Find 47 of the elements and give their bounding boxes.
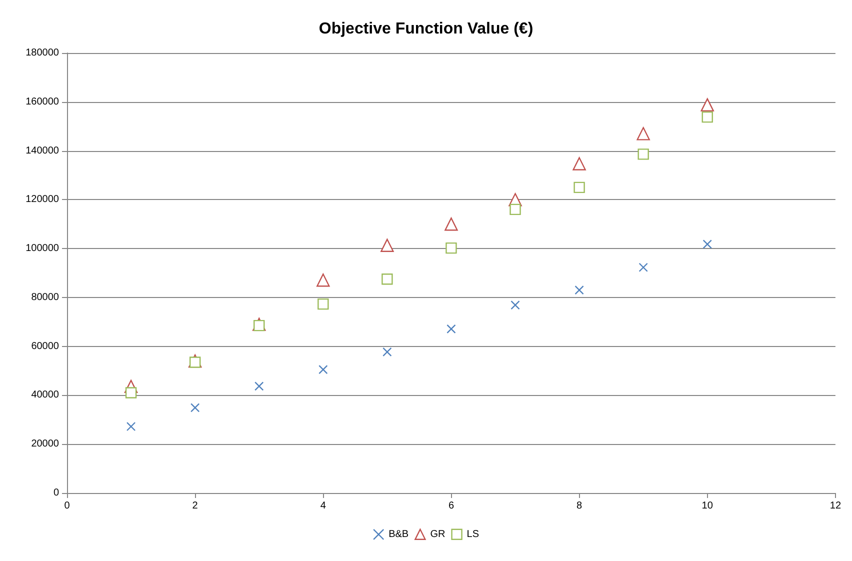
y-tick-label: 120000 — [26, 194, 60, 206]
y-tick-label: 160000 — [26, 96, 60, 108]
x-tick-label: 2 — [192, 500, 198, 512]
x-tick-label: 12 — [830, 500, 842, 512]
legend-label: GR — [430, 528, 446, 540]
x-tick-label: 8 — [576, 500, 583, 512]
point — [702, 240, 712, 249]
point — [382, 347, 392, 357]
point — [318, 364, 328, 374]
y-tick-label: 80000 — [31, 292, 60, 303]
point — [572, 157, 586, 170]
point — [254, 382, 264, 391]
y-tick-label: 0 — [53, 488, 60, 498]
x-tick-label: 0 — [64, 500, 70, 512]
y-tick-label: 60000 — [31, 340, 60, 352]
x-tick-label: 6 — [448, 500, 454, 512]
point — [574, 286, 584, 295]
point — [444, 218, 458, 231]
point — [254, 320, 265, 332]
x-tick-label: 4 — [320, 500, 326, 512]
y-tick-label: 180000 — [26, 48, 60, 58]
point — [446, 324, 456, 334]
point — [126, 422, 136, 432]
point — [382, 274, 393, 285]
legend-label: LS — [466, 528, 480, 540]
point — [636, 127, 650, 140]
point — [638, 262, 648, 272]
point — [574, 182, 585, 194]
point — [380, 238, 394, 252]
point — [638, 148, 649, 160]
point — [125, 387, 137, 398]
y-tick-label: 140000 — [26, 145, 60, 156]
point — [190, 403, 200, 412]
point — [510, 204, 521, 216]
y-tick-label: 20000 — [31, 438, 60, 450]
y-tick-label: 40000 — [31, 390, 60, 401]
point — [189, 356, 201, 368]
point — [318, 298, 329, 310]
point — [700, 98, 714, 112]
point — [316, 273, 330, 287]
chart-title: Objective Function Value (€) — [318, 20, 534, 38]
y-tick-label: 100000 — [26, 243, 60, 254]
point — [702, 111, 713, 123]
point — [446, 242, 457, 254]
point — [510, 300, 520, 310]
x-tick-label: 10 — [702, 500, 714, 512]
legend-label: B&B — [388, 528, 409, 540]
